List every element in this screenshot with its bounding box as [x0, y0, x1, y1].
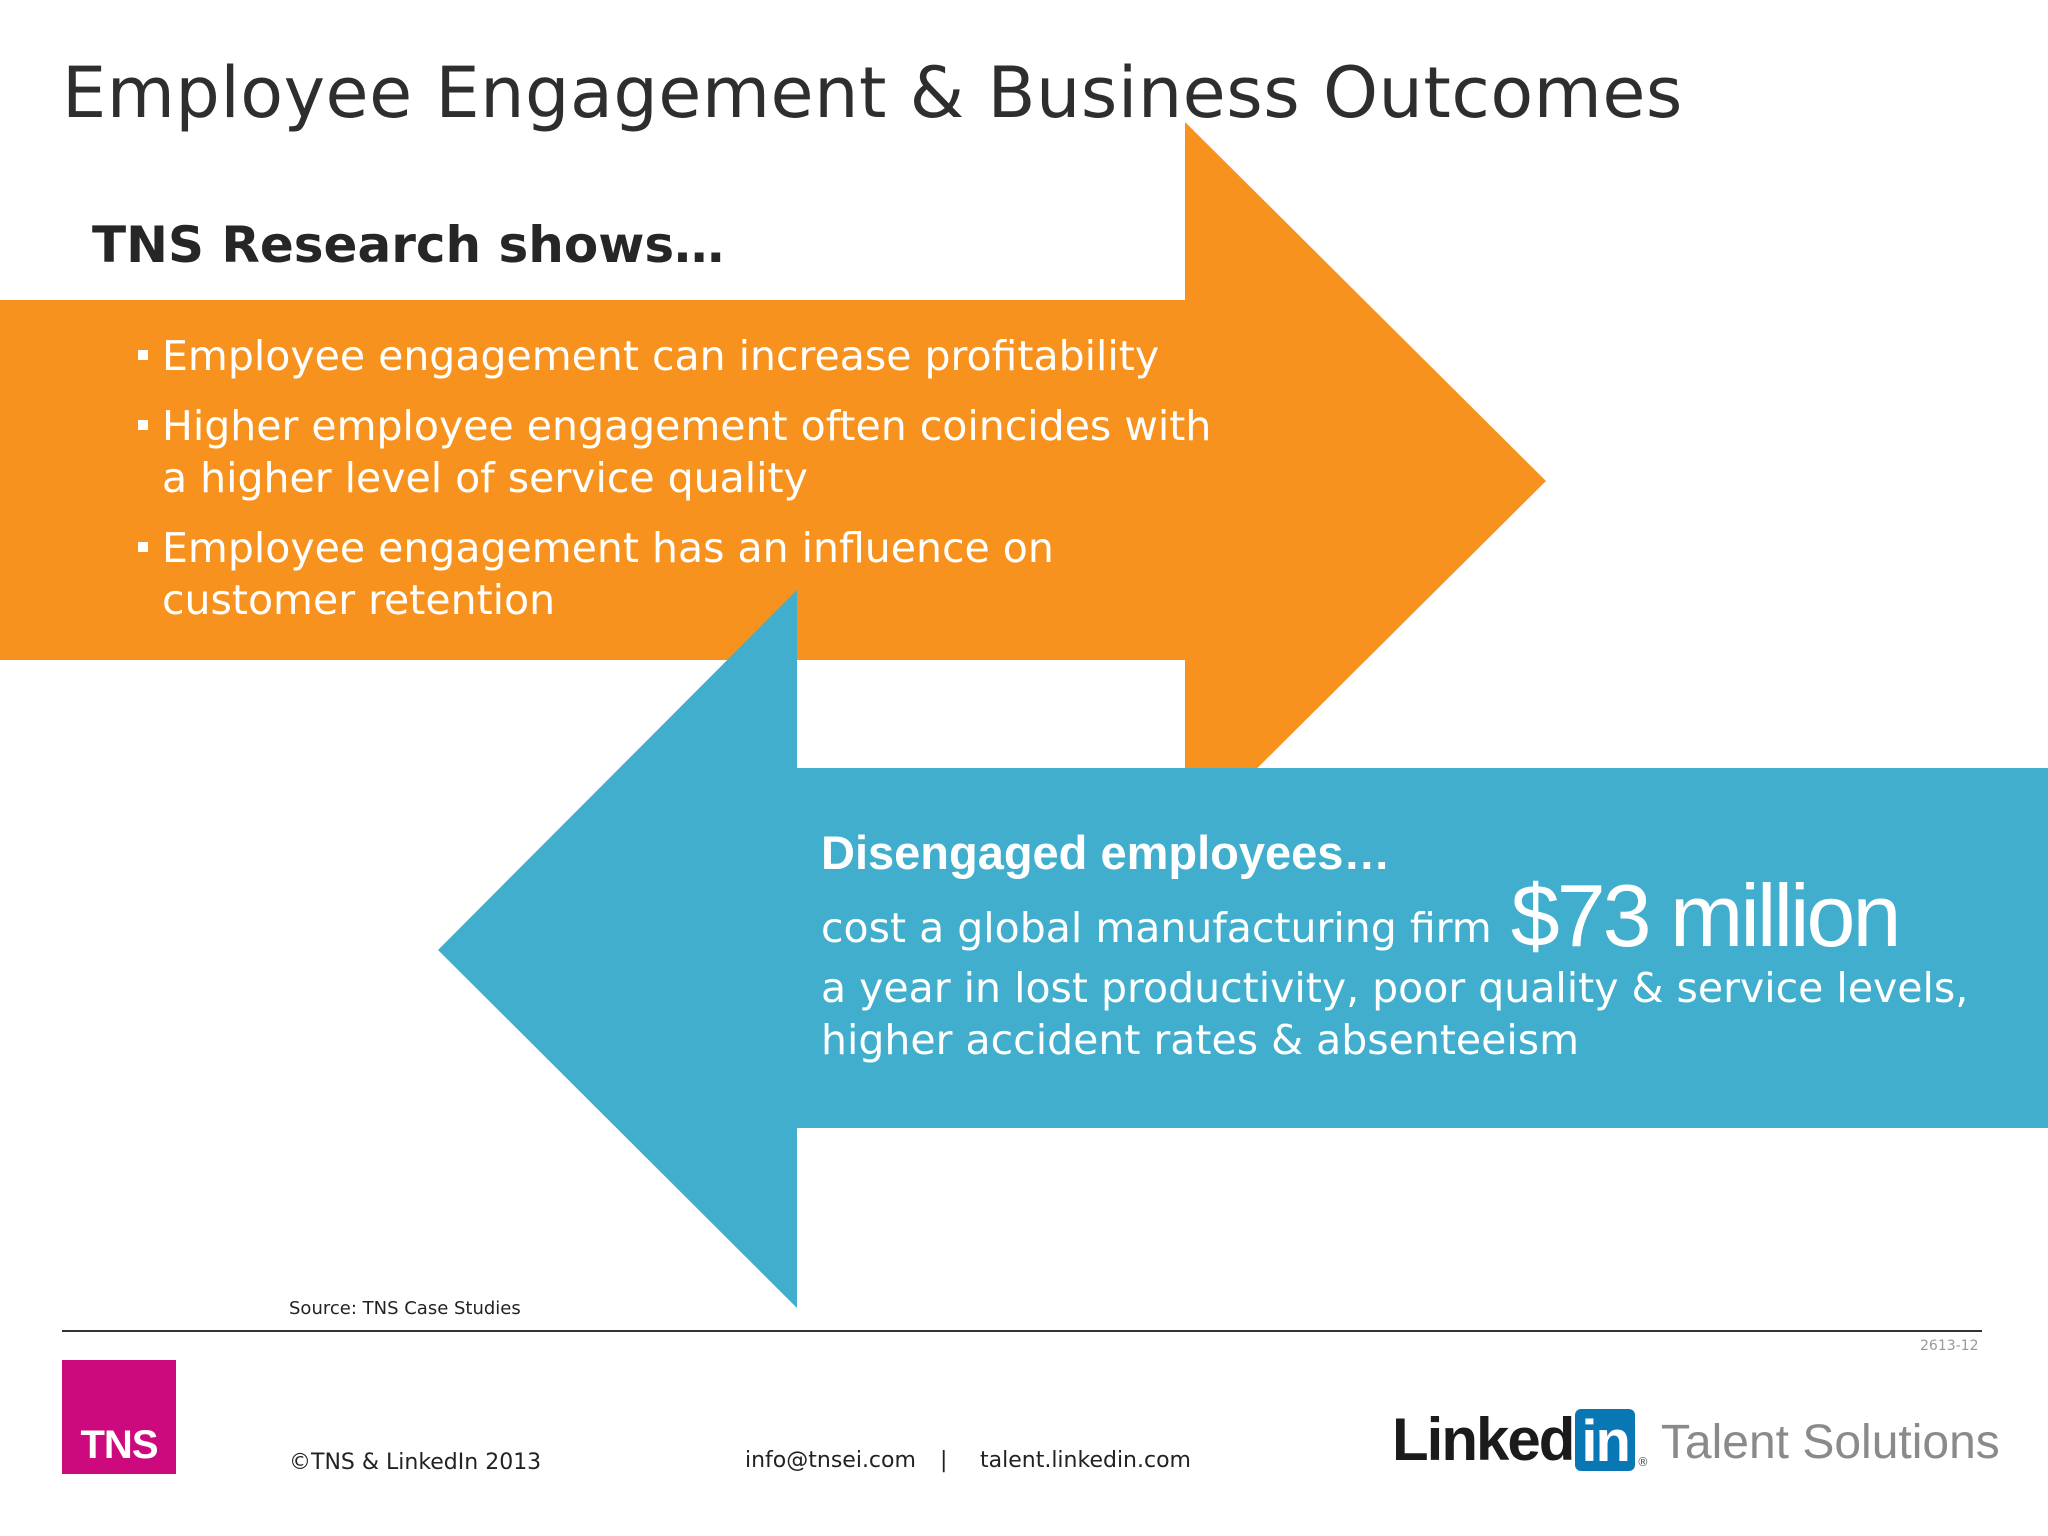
cost-detail: a year in lost productivity, poor qualit… [821, 964, 1969, 1064]
slide-code: 2613-12 [1920, 1338, 1979, 1354]
list-item-text: Employee engagement can increase profita… [162, 332, 1160, 380]
research-subheading: TNS Research shows… [92, 216, 725, 274]
contact-email-link[interactable]: info@tnsei.com [745, 1448, 916, 1473]
slide-title: Employee Engagement & Business Outcomes [62, 52, 1683, 134]
contact-separator: | [940, 1448, 948, 1473]
square-bullet-icon [138, 420, 148, 430]
disengaged-heading: Disengaged employees… [821, 826, 1391, 879]
linkedin-in-icon: in [1575, 1409, 1635, 1474]
list-item: Employee engagement has an influence on … [138, 522, 1238, 626]
cost-line: cost a global manufacturing firm $73 mil… [821, 872, 2041, 960]
list-item: Employee engagement can increase profita… [138, 330, 1238, 382]
blue-left-arrow [438, 590, 2048, 1308]
website-link[interactable]: talent.linkedin.com [980, 1448, 1191, 1473]
square-bullet-icon [138, 350, 148, 360]
source-note: Source: TNS Case Studies [289, 1298, 521, 1319]
list-item: Higher employee engagement often coincid… [138, 400, 1238, 504]
cost-amount: $73 million [1510, 866, 1902, 965]
copyright: ©TNS & LinkedIn 2013 [289, 1450, 542, 1475]
disengaged-callout: Disengaged employees… cost a global manu… [821, 820, 2041, 1066]
list-item-text: Higher employee engagement often coincid… [162, 402, 1212, 502]
orange-right-arrow [0, 122, 1546, 840]
talent-solutions-label: Talent Solutions [1660, 1416, 2000, 1469]
findings-list: Employee engagement can increase profita… [138, 330, 1238, 644]
tns-logo-text: TNS [80, 1423, 159, 1467]
registered-mark: ® [1636, 1455, 1649, 1469]
square-bullet-icon [138, 542, 148, 552]
cost-prefix: cost a global manufacturing firm [821, 904, 1492, 952]
linkedin-wordmark: Linked [1392, 1406, 1575, 1473]
list-item-text: Employee engagement has an influence on … [162, 524, 1054, 624]
tns-logo: TNS [62, 1360, 176, 1474]
footer-divider [62, 1330, 1982, 1332]
linkedin-talent-solutions-logo: Linked in ® Talent Solutions [1392, 1405, 2000, 1475]
